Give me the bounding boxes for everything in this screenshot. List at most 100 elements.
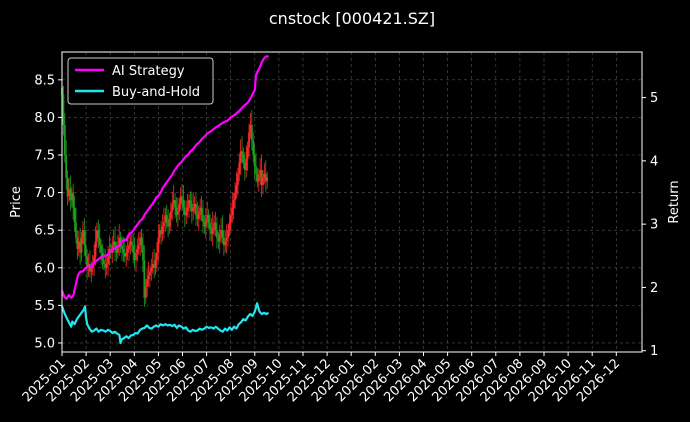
candle-body — [199, 207, 202, 212]
candle-body — [95, 230, 98, 242]
candle-body — [149, 271, 151, 276]
right-tick-label: 5 — [650, 91, 658, 106]
legend: AI Strategy Buy-and-Hold — [67, 57, 214, 105]
candle-body — [143, 260, 146, 298]
candle-body — [142, 245, 144, 261]
candle-body — [157, 237, 160, 253]
candle-body — [246, 147, 249, 159]
candle-body — [260, 170, 263, 186]
candle-body — [156, 252, 158, 261]
candle-body — [97, 230, 100, 238]
candle-body — [188, 200, 190, 208]
right-tick-label: 3 — [650, 218, 658, 233]
candle-body — [82, 230, 84, 238]
candle-body — [210, 230, 213, 234]
candle-body — [146, 279, 149, 287]
left-tick-label: 5.5 — [34, 299, 55, 314]
candle-body — [107, 256, 109, 265]
candle-body — [183, 207, 186, 216]
candle-body — [165, 215, 168, 223]
candle-body — [252, 139, 255, 156]
candle-body — [94, 241, 97, 257]
candle-body — [62, 94, 65, 125]
candle-body — [171, 203, 174, 212]
candle-body — [256, 173, 259, 182]
right-tick-label: 4 — [650, 154, 658, 169]
candle-body — [77, 241, 80, 249]
left-tick-label: 6.5 — [34, 224, 55, 239]
candle-body — [161, 226, 164, 234]
left-tick-label: 7.0 — [34, 186, 55, 201]
chart-title: cnstock [000421.SZ] — [269, 9, 435, 28]
candle-body — [245, 158, 248, 171]
candle-body — [169, 211, 172, 219]
left-tick-label: 7.5 — [34, 149, 55, 164]
candle-body — [76, 237, 79, 249]
candle-body — [119, 237, 122, 246]
candle-body — [223, 237, 225, 246]
candle-body — [174, 200, 176, 208]
candle-body — [136, 248, 139, 253]
series-lines — [60, 55, 270, 345]
candle-body — [195, 203, 197, 216]
candle-body — [207, 215, 210, 223]
candle-body — [189, 200, 192, 204]
candle-body — [83, 230, 86, 246]
candle-body — [135, 252, 137, 261]
candle-body — [266, 177, 269, 182]
candle-body — [211, 226, 214, 234]
candle-body — [231, 207, 234, 216]
candle-body — [122, 248, 125, 253]
right-tick-label: 2 — [650, 281, 658, 296]
left-tick-label: 8.0 — [34, 111, 55, 126]
candle-body — [137, 245, 140, 249]
legend-label-buy-and-hold: Buy-and-Hold — [112, 85, 200, 100]
candle-body — [68, 188, 70, 197]
candle-body — [181, 196, 183, 201]
right-tick-label: 1 — [650, 344, 658, 359]
candle-body — [203, 222, 206, 227]
candle-body — [241, 151, 243, 156]
series-line-ai-strategy — [60, 55, 269, 300]
left-tick-label: 5.0 — [34, 336, 55, 351]
candle-body — [238, 162, 241, 174]
candle-body — [132, 245, 135, 253]
candle-body — [164, 215, 167, 223]
candle-body — [115, 248, 118, 253]
candle-body — [243, 162, 246, 171]
candle-body — [65, 155, 68, 178]
y-axis-label-right: Return — [667, 180, 682, 223]
candle-body — [121, 245, 123, 249]
candle-body — [140, 237, 143, 246]
left-axis: 5.0 5.5 6.0 6.5 7.0 7.5 8.0 8.5 — [34, 73, 62, 351]
candle-body — [196, 215, 199, 219]
candle-body — [236, 173, 239, 186]
candle-body — [204, 218, 207, 227]
candle-body — [128, 245, 130, 249]
candle-body — [114, 241, 116, 249]
candle-body — [259, 170, 262, 178]
candle-body — [220, 230, 223, 234]
candle-body — [192, 207, 195, 212]
candle-body — [218, 233, 221, 242]
candle-body — [154, 260, 157, 268]
candle-body — [248, 132, 250, 148]
candle-body — [100, 245, 102, 253]
candle-body — [232, 200, 235, 208]
series-line-buy-and-hold — [60, 302, 270, 345]
candle-body — [79, 241, 82, 253]
legend-label-ai-strategy: AI Strategy — [112, 64, 185, 79]
candle-body — [139, 237, 142, 246]
candle-body — [263, 173, 266, 178]
plot-frame — [61, 51, 643, 353]
candle-body — [105, 264, 108, 268]
candle-body — [179, 196, 182, 204]
candle-body — [262, 177, 264, 186]
candle-body — [197, 211, 200, 219]
candle-body — [214, 222, 217, 231]
candle-body — [144, 286, 147, 298]
candle-body — [151, 264, 154, 268]
candle-body — [213, 222, 216, 227]
y-axis-label-left: Price — [9, 186, 24, 218]
candle-body — [200, 207, 203, 216]
